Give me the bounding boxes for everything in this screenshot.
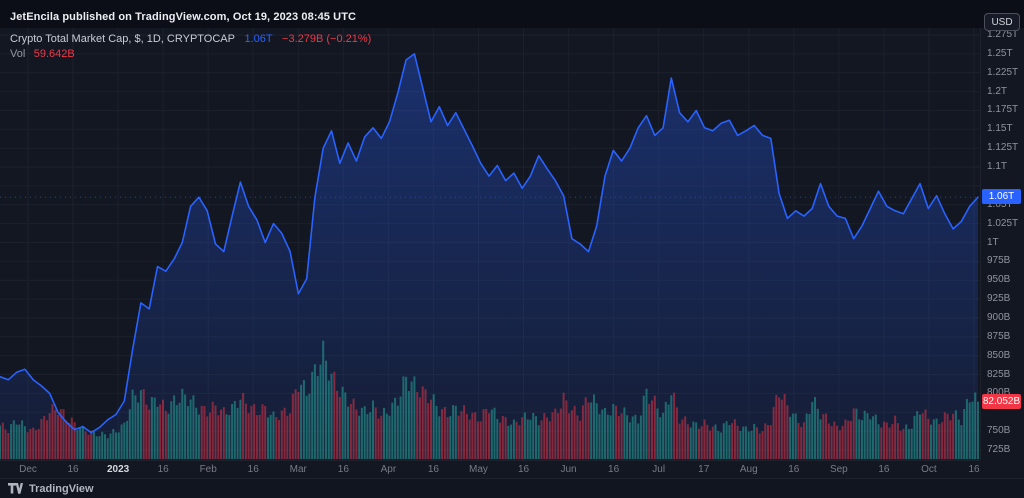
time-axis-label: Feb — [199, 464, 217, 475]
price-axis-label: 1.275T — [987, 29, 1019, 40]
time-axis[interactable]: Dec 16 2023 16 Feb 16 Mar 16 Apr 16 May 16 Jun 16 Jul 1… — [0, 460, 980, 478]
time-axis-label: Mar — [289, 464, 307, 475]
price-axis-label: 950B — [987, 274, 1011, 286]
time-axis-label: Dec — [19, 464, 37, 475]
time-axis-label: 16 — [968, 464, 980, 475]
price-axis-label: 975B — [987, 255, 1011, 267]
time-axis-label: Jul — [652, 464, 666, 475]
price-axis-label: 1.2T — [987, 85, 1008, 97]
price-axis[interactable]: 1.06T 82.052B 1.275T 1.25T 1.225T 1.2T 1.175… — [980, 28, 1024, 460]
price-axis-label: 825B — [987, 368, 1011, 380]
chart-canvas[interactable] — [0, 28, 980, 460]
time-axis-label: 16 — [427, 464, 439, 475]
time-axis-label: 16 — [337, 464, 349, 475]
price-axis-label: 1.05T — [987, 198, 1013, 210]
time-axis-label: 16 — [608, 464, 620, 475]
publish-info-text: JetEncila published on TradingView.com, … — [10, 11, 357, 23]
price-axis-label: 925B — [987, 293, 1011, 305]
volume-badge: 82.052B — [982, 393, 1021, 409]
change-text: −3.279B (−0.21%) — [282, 33, 372, 45]
price-axis-label: 800B — [987, 387, 1011, 399]
price-axis-label: 1.225T — [987, 66, 1019, 78]
time-axis-label: Oct — [921, 464, 937, 475]
volume-value-text: 59.642B — [33, 48, 75, 60]
symbol-title[interactable]: Crypto Total Market Cap, $, 1D, CRYPTOCA… — [10, 33, 235, 45]
time-axis-label: 16 — [878, 464, 890, 475]
time-axis-label: May — [469, 464, 488, 475]
price-axis-label: 1T — [987, 236, 999, 248]
time-axis-label: 16 — [517, 464, 530, 475]
price-axis-label: 1.125T — [987, 142, 1019, 154]
time-axis-label: Apr — [380, 464, 397, 475]
price-axis-label: 1.025T — [987, 217, 1019, 229]
price-axis-label: 1.175T — [987, 104, 1019, 116]
price-axis-label: 725B — [987, 444, 1011, 455]
time-axis-label: 2023 — [106, 464, 130, 475]
time-axis-label: 16 — [247, 464, 259, 475]
legend-symbol-row: Crypto Total Market Cap, $, 1D, CRYPTOCA… — [10, 31, 371, 46]
tradingview-wordmark[interactable]: TradingView — [29, 482, 94, 495]
time-axis-label: Aug — [739, 464, 758, 475]
currency-toggle-button[interactable]: USD — [984, 13, 1020, 31]
price-axis-label: 750B — [987, 425, 1011, 437]
volume-label: Vol — [10, 48, 26, 60]
publish-topbar: JetEncila published on TradingView.com, … — [0, 0, 1024, 28]
tradingview-logo-icon[interactable] — [8, 482, 23, 495]
price-axis-label: 1.1T — [987, 161, 1008, 173]
time-axis-label: Jun — [560, 464, 577, 475]
legend-volume-row: Vol 59.642B — [10, 46, 371, 61]
price-axis-label: 900B — [987, 311, 1011, 323]
chart-area[interactable]: Crypto Total Market Cap, $, 1D, CRYPTOCA… — [0, 28, 980, 460]
time-axis-label: Sep — [829, 464, 848, 475]
price-axis-label: 850B — [987, 349, 1011, 361]
time-axis-label: 17 — [698, 464, 710, 475]
time-axis-label: 16 — [67, 464, 79, 475]
chart-legend: Crypto Total Market Cap, $, 1D, CRYPTOCA… — [10, 31, 371, 61]
time-axis-label: 16 — [157, 464, 169, 475]
time-axis-label: 16 — [788, 464, 800, 475]
last-value-text: 1.06T — [244, 33, 273, 45]
price-axis-label: 1.15T — [987, 123, 1013, 135]
last-price-badge: 1.06T — [982, 189, 1021, 205]
footer-bar: TradingView — [0, 478, 1024, 498]
price-axis-label: 1.25T — [987, 47, 1013, 59]
price-axis-label: 875B — [987, 330, 1011, 342]
